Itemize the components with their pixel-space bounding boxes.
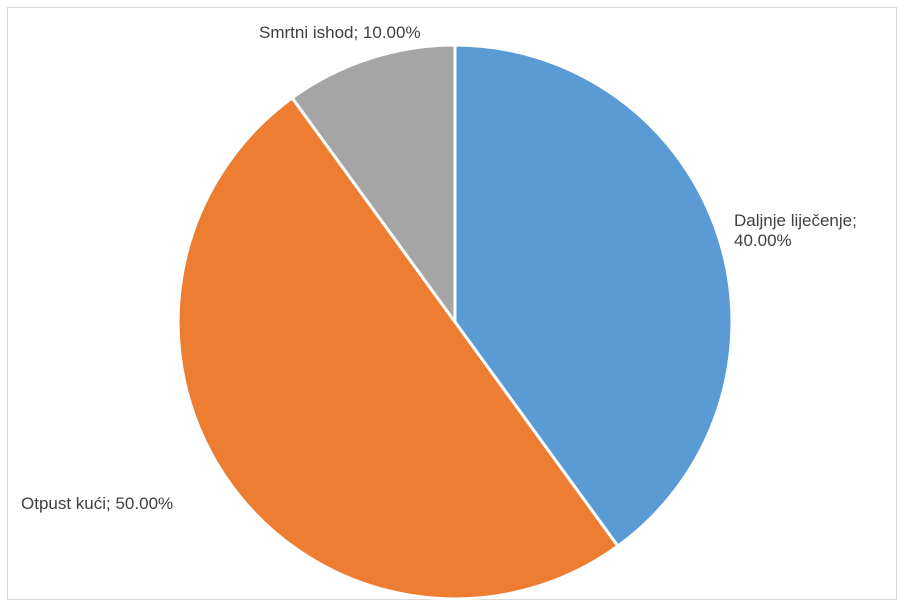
chart-area: Smrtni ishod; 10.00% Daljnje liječenje; … (7, 7, 897, 601)
data-label-smrtni-ishod: Smrtni ishod; 10.00% (259, 23, 421, 42)
pie-slice-daljnje-lijecenje (453, 43, 734, 548)
data-label-daljnje-name: Daljnje liječenje; (734, 211, 857, 230)
pie-chart (176, 43, 734, 601)
pie-slice-otpust-kuci (176, 96, 620, 601)
data-label-daljnje-lijecenje: Daljnje liječenje; 40.00% (734, 211, 857, 251)
data-label-daljnje-value: 40.00% (734, 231, 792, 250)
pie-slice-smrtni-ishod (290, 43, 457, 324)
data-label-otpust-kuci: Otpust kući; 50.00% (21, 494, 174, 513)
